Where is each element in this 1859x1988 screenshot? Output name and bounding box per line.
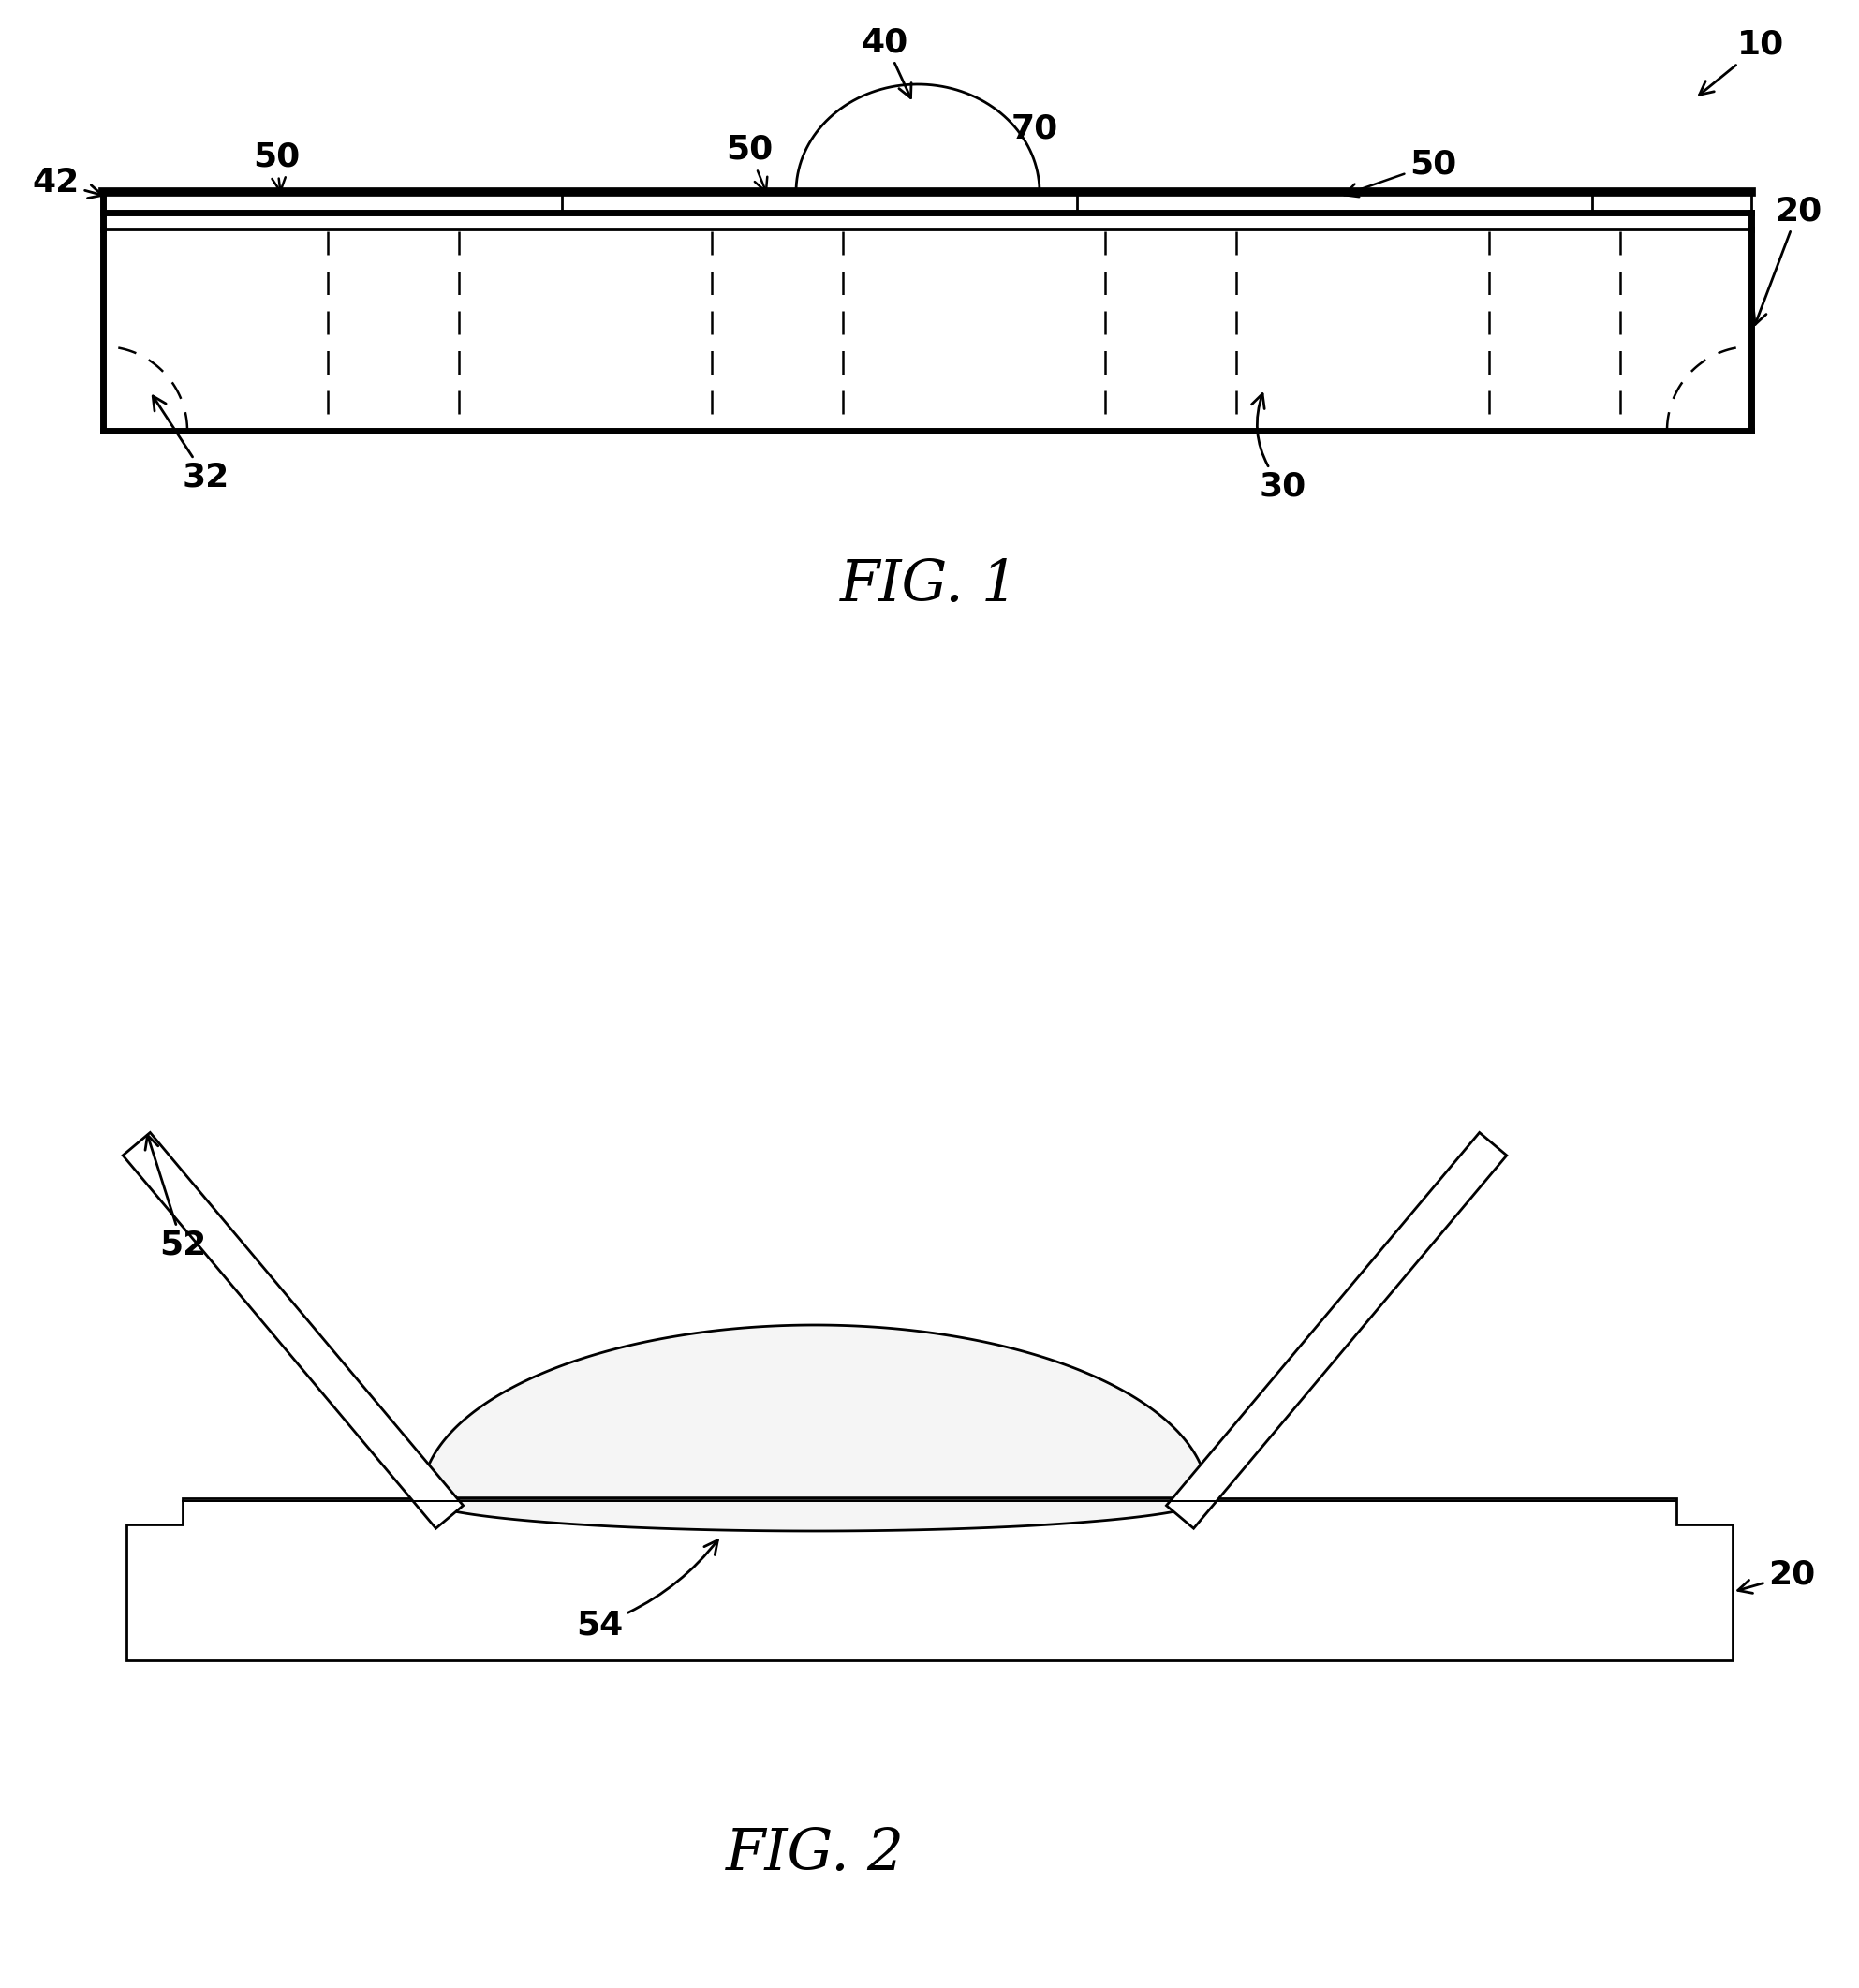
Text: 52: 52 (145, 1135, 206, 1260)
Text: 50: 50 (1344, 147, 1456, 197)
Polygon shape (1166, 1133, 1506, 1529)
Text: 20: 20 (1753, 195, 1822, 324)
Text: 20: 20 (1738, 1559, 1814, 1592)
Polygon shape (422, 1326, 1208, 1531)
Text: 40: 40 (861, 26, 911, 97)
Text: 50: 50 (725, 133, 773, 191)
Polygon shape (123, 1133, 463, 1529)
Text: 30: 30 (1251, 394, 1307, 503)
Text: 70: 70 (1011, 113, 1058, 145)
Text: 50: 50 (253, 141, 299, 191)
Text: FIG. 1: FIG. 1 (840, 557, 1019, 614)
Text: 10: 10 (1699, 30, 1785, 95)
Polygon shape (126, 1499, 1733, 1660)
Text: FIG. 2: FIG. 2 (725, 1827, 903, 1883)
Text: 42: 42 (33, 167, 102, 199)
Text: 32: 32 (152, 396, 229, 493)
Text: 54: 54 (576, 1541, 718, 1640)
